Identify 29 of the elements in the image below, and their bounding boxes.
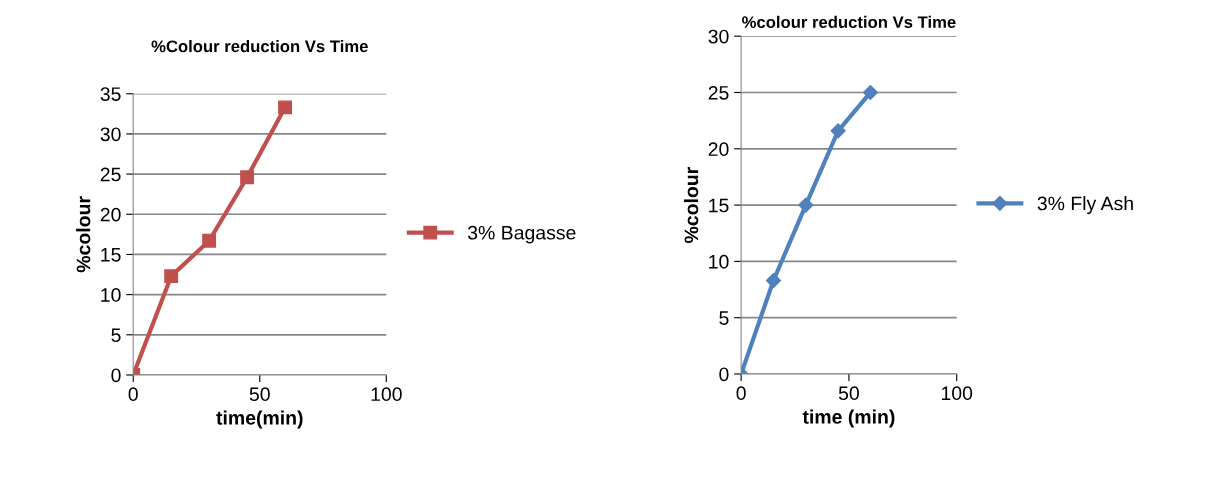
y-tick-label: 30 <box>708 29 729 44</box>
y-tick-label: 10 <box>101 288 121 302</box>
y-tick-label: 0 <box>111 368 121 383</box>
y-tick-label: 35 <box>100 87 121 101</box>
y-axis-title: %colour <box>76 196 91 273</box>
y-tick-label: 15 <box>101 248 121 262</box>
x-tick-label: 0 <box>736 386 746 401</box>
legend-label: 3% Bagasse <box>467 225 576 244</box>
y-tick-label: 5 <box>111 328 121 343</box>
y-tick-label: 25 <box>100 167 121 182</box>
x-tick-label: 50 <box>249 387 270 402</box>
legend-label: 3% Fly Ash <box>1037 196 1133 215</box>
x-axis-title: time(min) <box>216 410 303 429</box>
y-tick-label: 20 <box>708 142 729 157</box>
y-tick-label: 20 <box>100 207 121 222</box>
y-tick-label: 5 <box>719 311 729 325</box>
chart-title: %Colour reduction Vs Time <box>151 40 368 53</box>
x-tick-label: 100 <box>941 386 973 401</box>
y-tick-label: 15 <box>709 198 729 213</box>
x-axis-title: time (min) <box>802 409 895 428</box>
x-tick-label: 100 <box>371 387 402 402</box>
y-axis-title: %colour <box>684 167 699 243</box>
x-tick-label: 0 <box>128 387 138 402</box>
chart-title: %colour reduction Vs Time <box>742 15 956 29</box>
y-tick-label: 0 <box>719 367 729 382</box>
y-tick-label: 10 <box>709 254 729 269</box>
y-tick-label: 25 <box>708 85 729 100</box>
y-tick-label: 30 <box>100 127 121 142</box>
x-tick-label: 50 <box>838 386 859 401</box>
